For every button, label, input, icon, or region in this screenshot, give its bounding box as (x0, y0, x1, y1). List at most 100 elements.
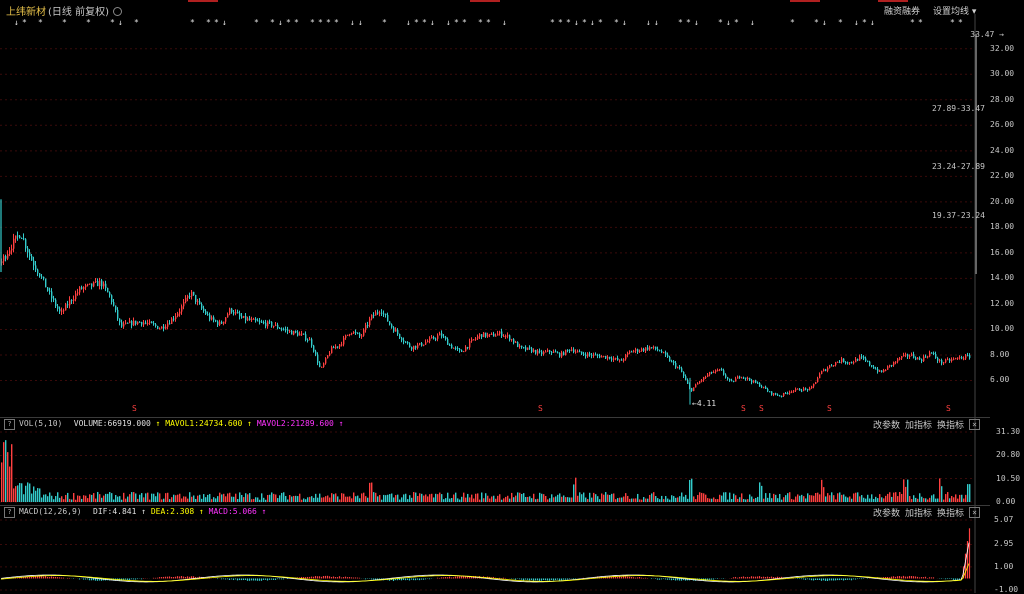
volume-bar (361, 493, 363, 502)
scroll-thumb (975, 34, 977, 274)
candle-body (577, 351, 579, 353)
candle-body (563, 352, 565, 355)
macd-close-icon[interactable]: × (969, 507, 980, 518)
candle-body (395, 329, 397, 332)
candle-body (591, 354, 593, 356)
volume-bar (717, 499, 719, 502)
candle-body (857, 358, 859, 361)
candle-body (211, 317, 213, 320)
candle-body (617, 358, 619, 361)
candle-body (667, 354, 669, 357)
volume-bar (799, 495, 801, 502)
candle-body (781, 395, 783, 397)
candle-body (339, 344, 341, 347)
candle-body (769, 391, 771, 393)
candle-body (945, 359, 947, 363)
volume-bar (353, 492, 355, 502)
candle-body (145, 322, 147, 324)
vol-edit-params-button[interactable]: 改参数 (873, 421, 901, 431)
candle-body (673, 361, 675, 363)
candle-body (155, 324, 157, 327)
candle-body (663, 352, 665, 354)
candle-body (449, 344, 451, 346)
volume-bar (181, 498, 183, 502)
candle-body (573, 349, 575, 353)
candle-body (197, 301, 199, 303)
candle-body (605, 355, 607, 359)
volume-bar (641, 499, 643, 502)
macd-edit-params-button[interactable]: 改参数 (873, 509, 901, 519)
volume-bar (187, 498, 189, 502)
candle-body (103, 283, 105, 287)
candle-body (791, 391, 793, 393)
candle-body (969, 355, 971, 358)
candle-body (101, 280, 103, 287)
candle-body (809, 388, 811, 391)
candle-body (75, 293, 77, 300)
margin-button[interactable]: 融资融券 (884, 7, 921, 17)
candle-body (759, 383, 761, 387)
help-icon[interactable]: ? (4, 419, 15, 430)
candle-body (935, 354, 937, 358)
volume-bar (297, 496, 299, 502)
price-tick-label: 22.00 (990, 171, 1015, 181)
candle-body (927, 356, 929, 358)
event-star-icon: ↓ (406, 18, 411, 27)
volume-bar (51, 495, 53, 502)
volume-bar (795, 496, 797, 502)
volume-bar (393, 497, 395, 502)
candle-body (329, 353, 331, 356)
volume-bar (529, 496, 531, 502)
volume-bar (61, 496, 63, 502)
macd-add-indicator-button[interactable]: 加指标 (905, 509, 933, 519)
candle-body (767, 388, 769, 392)
candle-body (823, 369, 825, 372)
volume-bar (47, 496, 49, 502)
vol-add-indicator-button[interactable]: 加指标 (905, 421, 933, 431)
candle-body (163, 326, 165, 329)
candle-body (407, 341, 409, 344)
macd-panel-header: ? MACD(12,26,9) DIF:4.841 ↑ DEA:2.308 ↑ M… (0, 505, 990, 519)
candle-body (907, 354, 909, 357)
candle-body (301, 333, 303, 335)
volume-bar (37, 488, 39, 502)
candle-body (509, 335, 511, 341)
candle-body (313, 345, 315, 352)
volume-bar (921, 496, 923, 502)
event-star-icon: * (950, 18, 955, 27)
volume-bar (535, 499, 537, 502)
volume-bar (313, 497, 315, 502)
help-icon[interactable]: ? (4, 507, 15, 518)
volume-bar (863, 497, 865, 502)
candle-body (699, 381, 701, 384)
vol-switch-indicator-button[interactable]: 换指标 (937, 421, 965, 431)
candle-body (129, 321, 131, 324)
candle-body (35, 265, 37, 270)
candle-body (631, 351, 633, 353)
volume-bar (721, 495, 723, 502)
volume-bar (837, 493, 839, 502)
volume-bar (829, 495, 831, 502)
event-star-icon: * (414, 18, 419, 27)
ma-settings-button[interactable]: 设置均线 ▾ (933, 7, 977, 17)
candle-body (457, 348, 459, 350)
volume-bar (149, 499, 151, 502)
candle-body (789, 391, 791, 394)
macd-switch-indicator-button[interactable]: 换指标 (937, 509, 965, 519)
candle-body (723, 370, 725, 375)
volume-bar (763, 498, 765, 502)
candle-body (455, 347, 457, 349)
volume-bar (945, 494, 947, 502)
candle-body (123, 323, 125, 327)
volume-bar (939, 478, 941, 502)
candle-body (777, 394, 779, 396)
candle-body (709, 372, 711, 375)
volume-bar (113, 499, 115, 502)
vol-close-icon[interactable]: × (969, 419, 980, 430)
gear-icon[interactable] (112, 7, 122, 16)
candle-body (275, 324, 277, 326)
volume-bar (317, 497, 319, 502)
volume-bar (89, 494, 91, 502)
candle-body (775, 393, 777, 395)
